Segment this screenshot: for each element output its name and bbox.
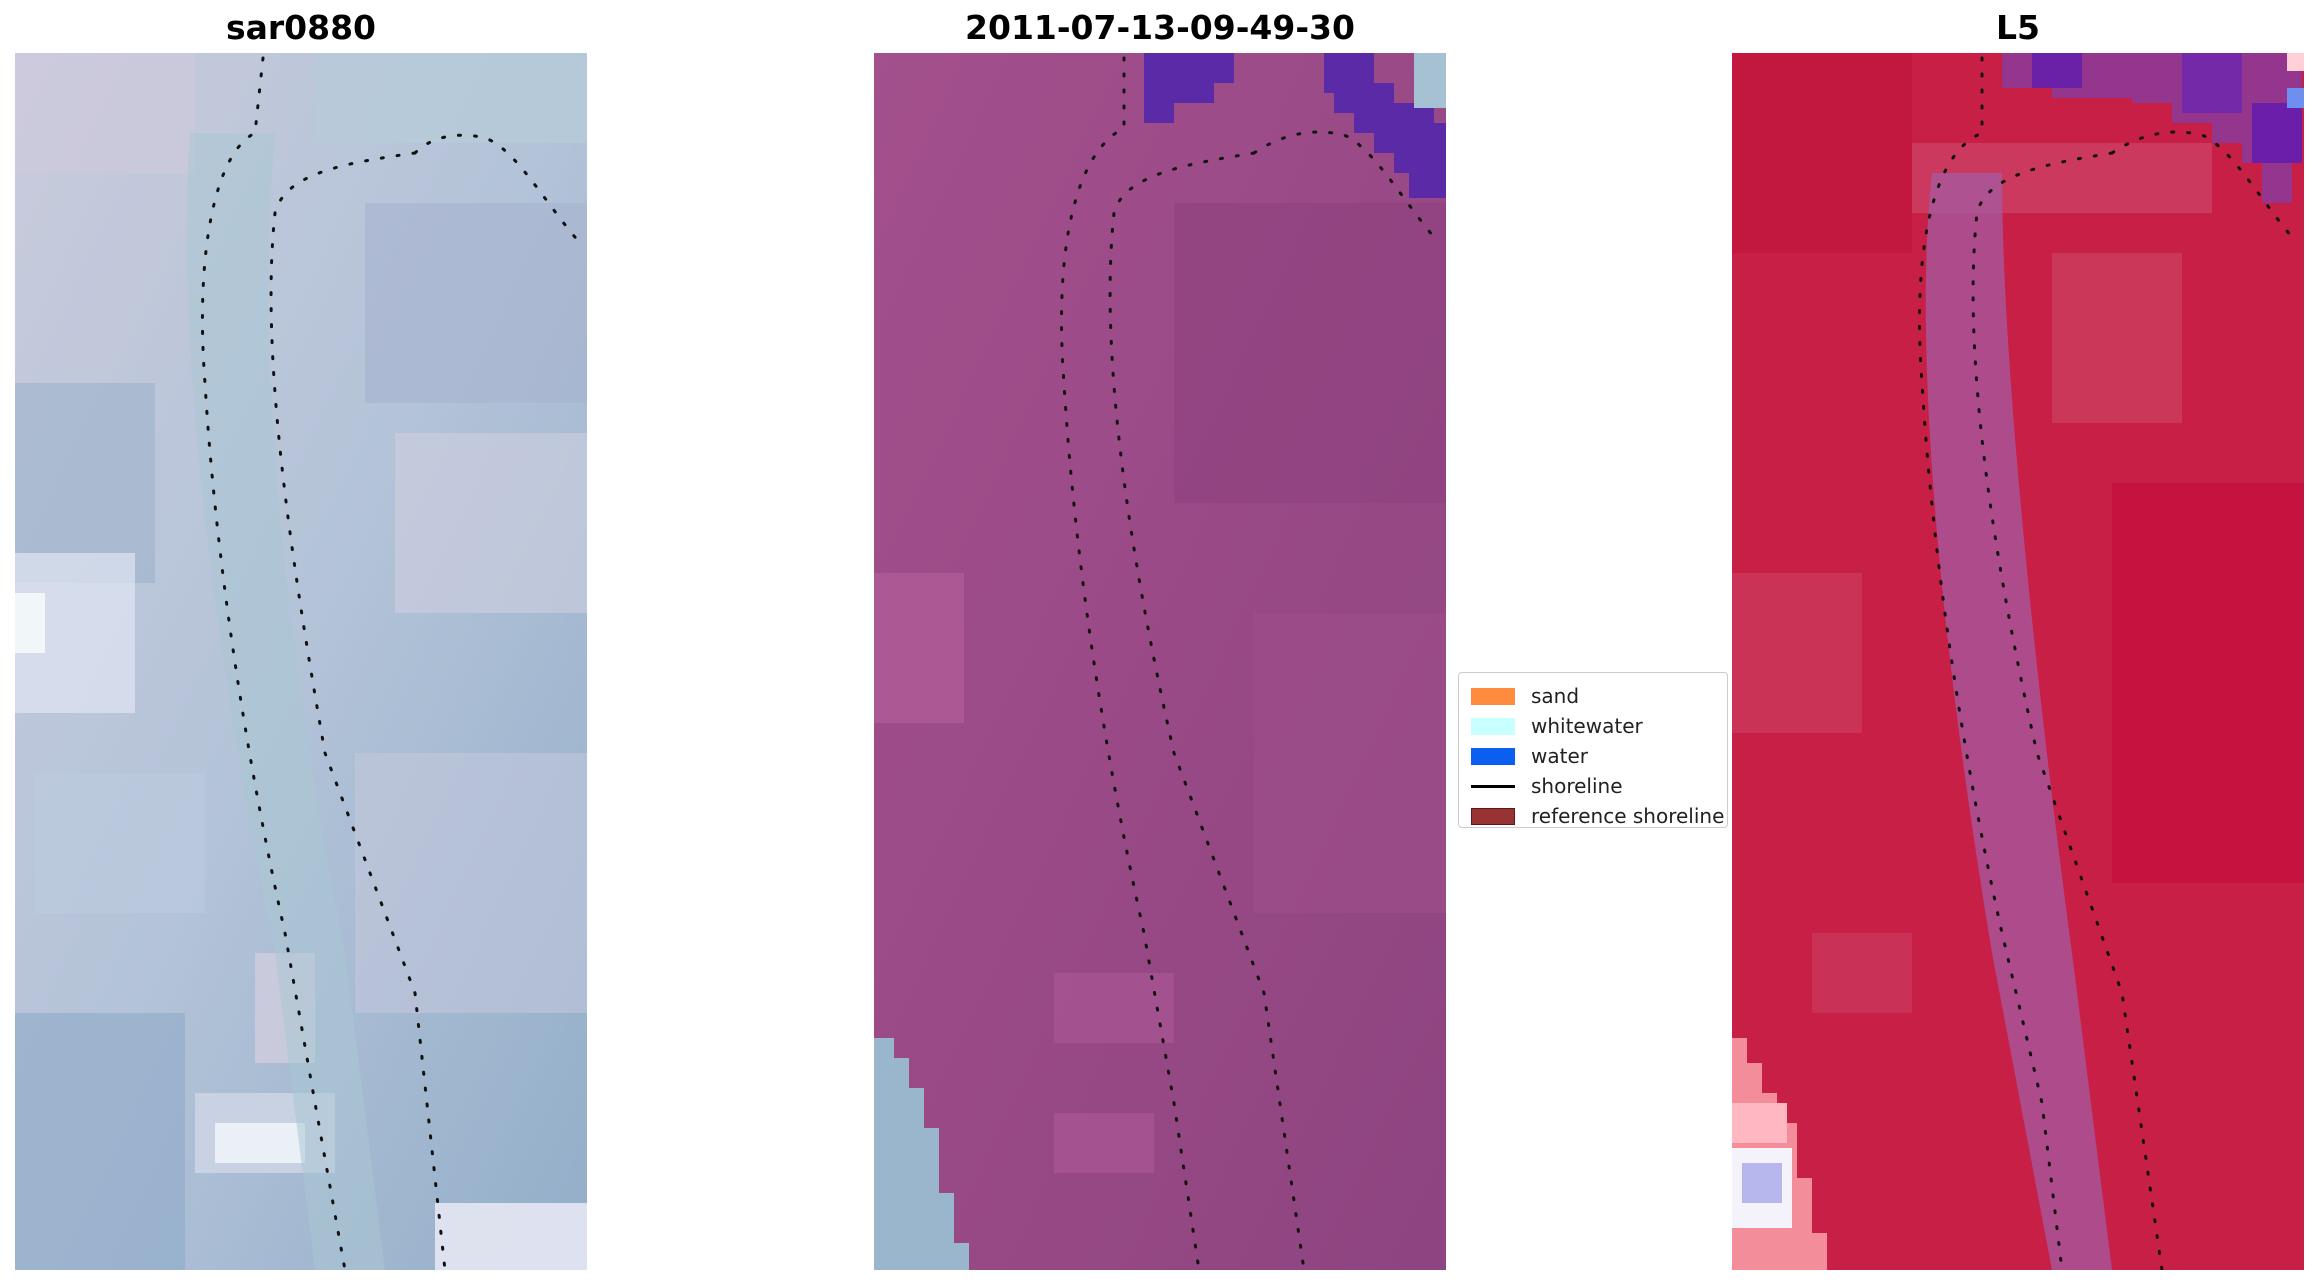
panel-title-rgb: sar0880 [225, 8, 377, 47]
panel-title-index: L5 [1996, 8, 2040, 47]
legend-label-reference-shoreline: reference shoreline [1531, 804, 1725, 828]
reference-shoreline-swatch [1471, 807, 1515, 825]
legend-label-water: water [1531, 744, 1588, 768]
legend-item-sand: sand [1465, 681, 1721, 711]
legend-label-shoreline: shoreline [1531, 774, 1623, 798]
legend-label-sand: sand [1531, 684, 1580, 708]
shoreline-line-swatch [1471, 784, 1515, 788]
sand-swatch [1471, 687, 1515, 705]
classified-image-panel [874, 53, 1446, 1270]
legend-item-water: water [1465, 741, 1721, 771]
panel-title-classified: 2011-07-13-09-49-30 [965, 8, 1355, 47]
index-image-panel [1732, 53, 2304, 1270]
legend: sand whitewater water shoreline referenc… [1458, 672, 1728, 828]
legend-item-shoreline: shoreline [1465, 771, 1721, 801]
rgb-image-panel [15, 53, 587, 1270]
legend-item-whitewater: whitewater [1465, 711, 1721, 741]
rgb-image [15, 53, 587, 1270]
legend-item-reference-shoreline: reference shoreline [1465, 801, 1725, 831]
index-image [1732, 53, 2304, 1270]
whitewater-swatch [1471, 717, 1515, 735]
classified-image [874, 53, 1446, 1270]
legend-label-whitewater: whitewater [1531, 714, 1643, 738]
water-swatch [1471, 747, 1515, 765]
